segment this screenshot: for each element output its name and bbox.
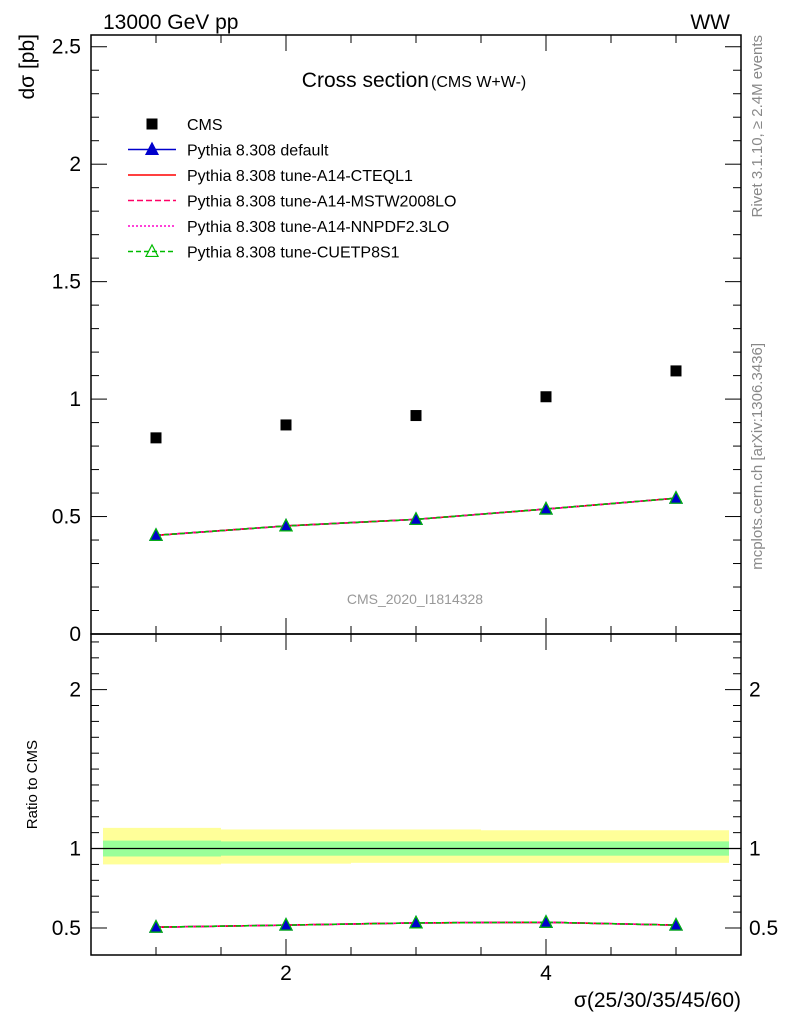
main-plot-panel: 0 0.5 1 1.5 2 2.5 CMS_2020_I1814328 Cross sec… bbox=[16, 34, 742, 646]
ratio-uncertainty-bands bbox=[91, 827, 741, 865]
cms-point bbox=[670, 365, 682, 377]
ratio-point-default bbox=[538, 914, 554, 928]
plot-title: Cross section (CMS W+W-) bbox=[302, 69, 526, 92]
legend-label-default: Pythia 8.308 default bbox=[187, 143, 329, 160]
x-tick-label: 2 bbox=[280, 962, 292, 985]
legend-label-cuetp: Pythia 8.308 tune-CUETP8S1 bbox=[187, 245, 400, 262]
ratio-point-cuetp bbox=[538, 914, 554, 928]
cms-point bbox=[540, 391, 552, 403]
main-ticks: 0 0.5 1 1.5 2 2.5 bbox=[52, 35, 741, 646]
ratio-point-cuetp bbox=[668, 917, 684, 931]
ratio-frame bbox=[90, 633, 742, 956]
ratio-ytick-label-right: 0.5 bbox=[749, 917, 778, 940]
x-tick-label: 4 bbox=[540, 962, 552, 985]
ratio-point-cuetp bbox=[148, 919, 164, 933]
point-cuetp bbox=[668, 490, 684, 504]
rivet-label: Rivet 3.1.10, ≥ 2.4M events bbox=[749, 35, 766, 218]
legend-marker-cms bbox=[146, 118, 158, 130]
point-cuetp bbox=[278, 518, 294, 532]
main-ytick-label: 1.5 bbox=[52, 271, 81, 294]
cms-point bbox=[280, 419, 292, 431]
watermark: CMS_2020_I1814328 bbox=[347, 591, 483, 607]
point-cuetp bbox=[408, 511, 424, 525]
legend-label-cms: CMS bbox=[187, 117, 223, 134]
legend: CMS Pythia 8.308 default Pythia 8.308 tune… bbox=[128, 117, 456, 262]
title-main: Cross section bbox=[302, 69, 429, 92]
mcplots-label: mcplots.cern.ch [arXiv:1306.3436] bbox=[749, 343, 766, 570]
main-ytick-label: 0 bbox=[69, 623, 81, 646]
ratio-point-cuetp bbox=[408, 915, 424, 929]
legend-label-mstw: Pythia 8.308 tune-A14-MSTW2008LO bbox=[187, 194, 456, 211]
main-data-marks bbox=[148, 365, 684, 541]
ratio-ytick-label-left: 2 bbox=[69, 679, 81, 702]
legend-label-nnpdf: Pythia 8.308 tune-A14-NNPDF2.3LO bbox=[187, 219, 449, 236]
header-process: WW bbox=[690, 11, 730, 34]
ratio-ytick-label-right: 1 bbox=[749, 838, 761, 861]
legend-marker-default bbox=[144, 141, 160, 156]
main-y-axis-label: dσ [pb] bbox=[16, 34, 39, 100]
ratio-ytick-label-left: 0.5 bbox=[52, 917, 81, 940]
legend-label-cteql1: Pythia 8.308 tune-A14-CTEQL1 bbox=[187, 168, 413, 185]
main-ytick-label: 2.5 bbox=[52, 36, 81, 59]
header-energy: 13000 GeV pp bbox=[103, 11, 238, 34]
point-default bbox=[668, 490, 684, 504]
cms-point bbox=[410, 410, 422, 422]
main-ytick-label: 1 bbox=[69, 388, 81, 411]
cms-point bbox=[150, 432, 162, 444]
ratio-ticks: 0.5 0.5 1 1 2 2 2 4 bbox=[52, 634, 778, 985]
ratio-ytick-label-right: 2 bbox=[749, 679, 761, 702]
ratio-ytick-label-left: 1 bbox=[69, 838, 81, 861]
ratio-plot-panel: 0.5 0.5 1 1 2 2 2 4 Ratio to CMS σ(25/30/35/45/… bbox=[24, 633, 778, 1012]
legend-marker-cuetp bbox=[144, 243, 160, 258]
x-axis-label: σ(25/30/35/45/60) bbox=[574, 989, 741, 1012]
main-ytick-label: 2 bbox=[69, 153, 81, 176]
point-cuetp bbox=[148, 527, 164, 541]
main-ytick-label: 0.5 bbox=[52, 506, 81, 529]
point-cuetp bbox=[538, 501, 554, 515]
ratio-point-cuetp bbox=[278, 917, 294, 931]
ratio-y-axis-label: Ratio to CMS bbox=[24, 740, 41, 829]
ratio-point-default bbox=[408, 915, 424, 929]
ratio-data-marks bbox=[148, 914, 684, 933]
title-sub: (CMS W+W-) bbox=[431, 74, 526, 91]
